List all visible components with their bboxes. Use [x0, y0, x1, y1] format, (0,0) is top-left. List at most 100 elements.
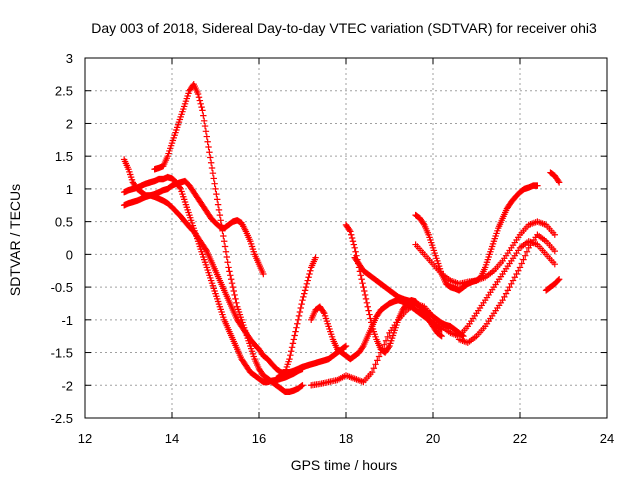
data-point — [207, 159, 215, 166]
data-point — [302, 283, 310, 291]
data-point — [460, 332, 467, 340]
data-point — [523, 248, 531, 255]
data-point — [534, 182, 541, 189]
data-point — [208, 164, 216, 172]
data-point — [287, 351, 294, 359]
data-point — [201, 122, 209, 130]
data-marks — [120, 80, 563, 396]
data-point — [231, 291, 238, 299]
x-tick-label: 22 — [513, 431, 527, 446]
data-point — [367, 315, 374, 322]
y-tick-label: 0.5 — [55, 215, 73, 230]
data-point — [221, 243, 229, 250]
data-point — [359, 279, 366, 287]
data-point — [366, 311, 373, 318]
data-point — [215, 206, 223, 214]
data-point — [286, 355, 293, 363]
data-point — [551, 247, 558, 255]
data-point — [205, 143, 212, 151]
data-point — [381, 341, 388, 348]
axis-ticks: 12 14 16 18 20 22 24 -2.5 -2 -1.5 -1 -0.5 0 0.5 1 1.5 2 2… — [51, 51, 615, 446]
data-point — [211, 180, 218, 187]
data-point — [220, 232, 227, 240]
data-point — [216, 211, 224, 219]
data-point — [198, 103, 205, 111]
y-tick-label: -0.5 — [51, 280, 73, 295]
data-point — [196, 97, 204, 104]
data-point — [368, 368, 376, 376]
series-track11 — [412, 218, 558, 288]
data-point — [555, 177, 562, 185]
data-point — [232, 295, 239, 303]
data-point — [520, 256, 527, 263]
data-point — [372, 361, 379, 368]
data-point — [222, 248, 230, 255]
data-point — [555, 276, 563, 283]
data-point — [200, 112, 207, 119]
series-track12 — [455, 231, 558, 346]
data-point — [227, 276, 235, 283]
data-point — [203, 133, 210, 140]
data-point — [551, 260, 558, 268]
x-tick-label: 20 — [426, 431, 440, 446]
data-point — [298, 300, 305, 308]
data-point — [358, 276, 365, 283]
data-point — [516, 264, 524, 271]
data-point — [384, 333, 391, 341]
data-point — [301, 290, 308, 297]
data-point — [350, 241, 358, 248]
y-tick-label: 1 — [66, 182, 73, 197]
data-point — [502, 290, 510, 297]
data-point — [294, 320, 301, 327]
data-point — [224, 259, 231, 266]
data-point — [209, 170, 217, 177]
data-point — [361, 291, 369, 299]
data-point — [292, 328, 299, 335]
x-tick-label: 16 — [252, 431, 266, 446]
data-point — [294, 316, 302, 324]
data-point — [260, 270, 267, 278]
data-point — [299, 296, 306, 304]
y-axis-label: SDTVAR / TECUs — [7, 184, 23, 296]
data-point — [374, 357, 381, 364]
data-point — [290, 336, 297, 343]
data-point — [298, 382, 305, 390]
x-tick-label: 14 — [165, 431, 179, 446]
data-point — [195, 94, 203, 101]
data-point — [370, 365, 378, 372]
data-point — [306, 270, 313, 278]
x-tick-label: 12 — [78, 431, 92, 446]
y-tick-label: 3 — [66, 51, 73, 66]
data-point — [352, 248, 359, 255]
data-point — [346, 226, 353, 234]
data-point — [291, 332, 298, 339]
x-tick-label: 24 — [600, 431, 614, 446]
data-point — [293, 324, 300, 331]
data-point — [299, 382, 306, 389]
data-point — [288, 344, 296, 351]
data-point — [522, 252, 529, 259]
data-point — [197, 100, 204, 108]
series-track5 — [273, 254, 319, 382]
data-point — [357, 272, 364, 279]
data-point — [199, 107, 206, 114]
data-point — [213, 190, 220, 198]
data-point — [206, 149, 213, 156]
series-track8 — [342, 221, 445, 356]
data-point — [513, 270, 520, 278]
data-point — [227, 272, 234, 279]
data-point — [515, 267, 522, 274]
y-tick-label: 1.5 — [55, 149, 73, 164]
data-point — [217, 217, 224, 224]
x-tick-label: 18 — [339, 431, 353, 446]
data-point — [437, 332, 445, 339]
data-point — [312, 254, 319, 261]
series-track4 — [120, 156, 267, 278]
data-point — [305, 274, 312, 281]
data-point — [214, 201, 222, 208]
data-point — [504, 287, 512, 294]
data-point — [362, 295, 370, 303]
data-point — [501, 293, 508, 301]
data-point — [511, 274, 518, 281]
data-point — [210, 175, 217, 182]
